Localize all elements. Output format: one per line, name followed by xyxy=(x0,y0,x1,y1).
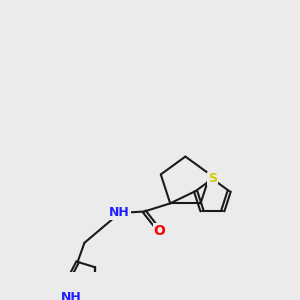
Text: S: S xyxy=(208,172,217,185)
Text: NH: NH xyxy=(109,206,129,219)
Text: NH: NH xyxy=(60,291,81,300)
Text: O: O xyxy=(153,224,165,238)
